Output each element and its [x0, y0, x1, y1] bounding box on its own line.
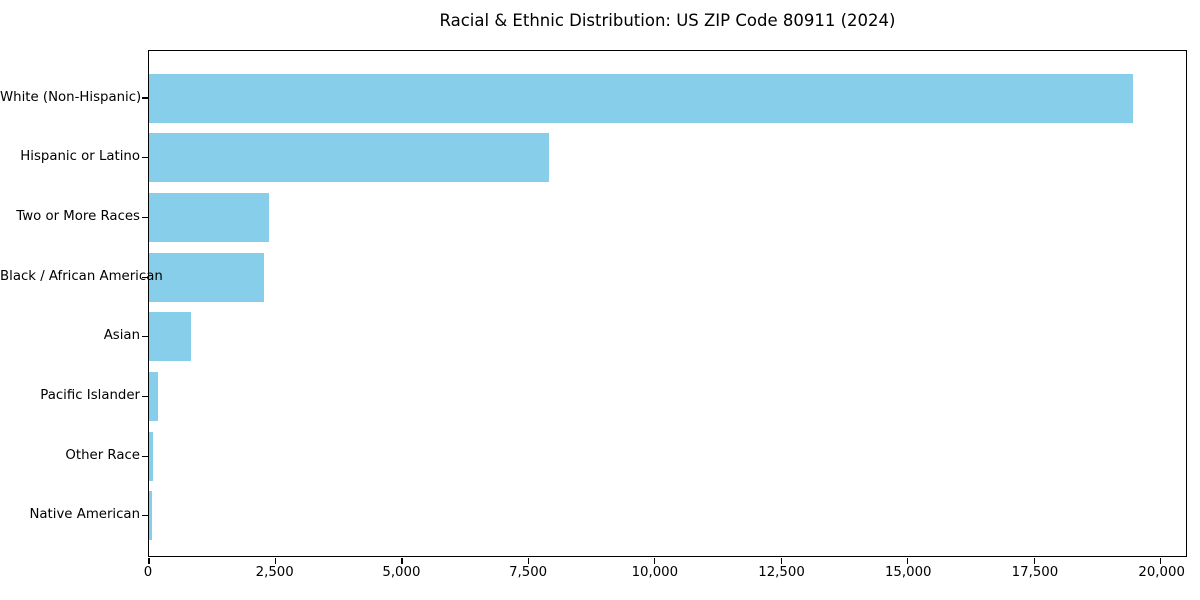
y-tick-label: Two or More Races — [16, 208, 140, 224]
bar — [149, 252, 264, 302]
x-tick-label: 2,500 — [255, 565, 294, 580]
y-tick-label: White (Non-Hispanic) — [0, 89, 142, 105]
x-tick-label: 17,500 — [1011, 565, 1059, 580]
x-tick-label: 0 — [143, 565, 153, 580]
x-tick-mark — [780, 558, 782, 564]
y-tick-mark — [142, 276, 148, 278]
y-tick-label: Pacific Islander — [40, 388, 140, 403]
x-tick-label: 7,500 — [509, 565, 548, 580]
y-tick-label: Asian — [103, 328, 140, 344]
y-tick-mark — [142, 455, 148, 457]
x-tick-label: 20,000 — [1138, 565, 1185, 580]
x-tick-mark — [148, 558, 150, 564]
y-tick-label: Native American — [29, 507, 140, 523]
bar — [149, 192, 269, 242]
x-tick-mark — [527, 558, 529, 564]
x-tick-mark — [1033, 558, 1035, 564]
x-tick-mark — [401, 558, 403, 564]
y-tick-mark — [142, 97, 148, 99]
y-tick-mark — [142, 395, 148, 398]
x-tick-label: 15,000 — [884, 565, 932, 580]
y-tick-mark — [142, 157, 148, 159]
bar — [149, 491, 152, 541]
bar — [149, 73, 1134, 123]
y-tick-label: Black / African American — [0, 268, 163, 284]
y-tick-label: Hispanic or Latino — [20, 149, 140, 165]
bar — [149, 431, 154, 481]
x-tick-mark — [274, 558, 277, 564]
bar — [149, 372, 159, 421]
y-tick-label: Other Race — [65, 447, 140, 463]
y-tick-mark — [142, 336, 148, 338]
x-tick-mark — [907, 558, 909, 564]
x-tick-mark — [654, 558, 656, 564]
y-tick-mark — [142, 515, 148, 517]
y-tick-mark — [142, 216, 148, 218]
plot-area — [142, 50, 1187, 564]
bar — [149, 312, 192, 362]
x-tick-mark — [1160, 558, 1162, 564]
x-tick-label: 12,500 — [758, 565, 805, 580]
x-tick-label: 10,000 — [631, 565, 679, 580]
bar — [149, 133, 550, 183]
x-tick-label: 5,000 — [382, 565, 421, 580]
chart-title: Racial & Ethnic Distribution: US ZIP Cod… — [439, 11, 896, 30]
